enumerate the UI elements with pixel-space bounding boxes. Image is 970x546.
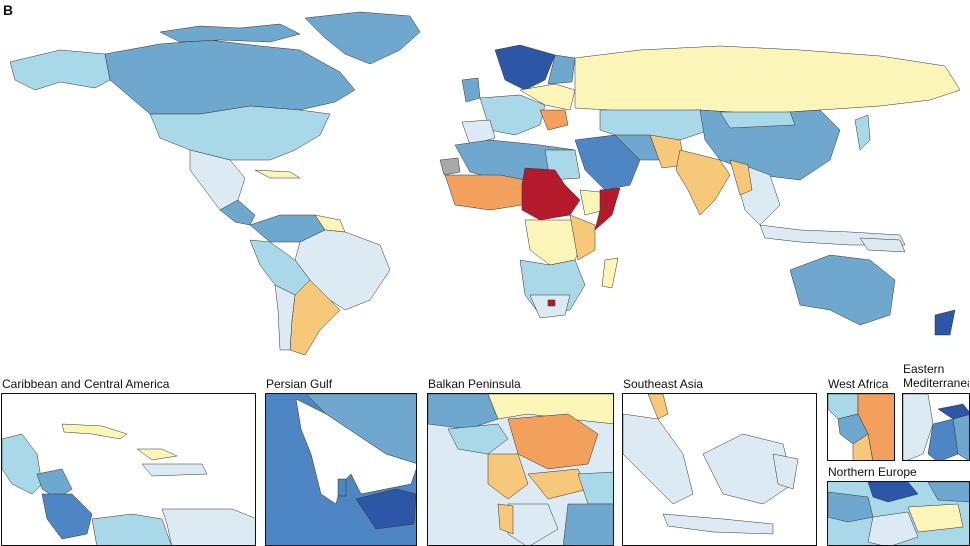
region-greenland: [304, 11, 421, 65]
region-new-zealand: [934, 309, 956, 336]
inset-southeast-asia: [622, 393, 817, 546]
inset-title-northern-europe: Northern Europe: [828, 465, 917, 479]
inset-title-balkans: Balkan Peninsula: [428, 377, 521, 391]
region-cuba: [254, 169, 301, 179]
region-japan: [854, 114, 871, 151]
region-iberia: [461, 119, 496, 146]
region-canada: [104, 39, 356, 115]
region-new-guinea: [859, 237, 906, 253]
world-choropleth-map: [9, 11, 961, 355]
region-india: [675, 149, 731, 216]
region-mongolia: [719, 111, 796, 129]
region-west-africa-sahel: [444, 174, 526, 211]
inset-eastern-mediterranean: [902, 393, 970, 461]
region-russia: [574, 45, 961, 115]
region-lesotho: [547, 299, 556, 307]
region-canada-arctic: [159, 23, 301, 43]
inset-title-persian-gulf: Persian Gulf: [266, 377, 333, 391]
region-somalia: [594, 187, 621, 231]
region-madagascar: [601, 257, 619, 289]
inset-persian-gulf: [265, 393, 417, 546]
inset-west-africa: [827, 393, 895, 461]
region-scandinavia: [494, 44, 556, 91]
region-finland: [547, 54, 576, 85]
inset-caribbean: [1, 393, 256, 546]
region-central-america: [219, 199, 256, 226]
region-eastern-europe: [519, 83, 576, 111]
region-uk: [461, 77, 481, 103]
inset-balkans: [427, 393, 614, 546]
inset-title-southeast-asia: Southeast Asia: [623, 377, 704, 391]
panel-label: B: [3, 2, 14, 18]
region-australia: [789, 254, 896, 326]
inset-northern-europe: [827, 481, 970, 546]
region-chile: [274, 284, 296, 351]
region-western-sahara: [439, 157, 461, 176]
inset-title-caribbean: Caribbean and Central America: [2, 377, 170, 391]
inset-title-west-africa: West Africa: [828, 377, 889, 391]
region-usa: [149, 105, 331, 161]
region-myanmar: [729, 159, 753, 196]
region-south-africa: [529, 294, 571, 319]
inset-title-eastern-mediterranean: Eastern Mediterranean: [903, 362, 969, 390]
region-balkans: [539, 109, 569, 131]
region-east-africa: [569, 214, 596, 261]
region-alaska: [9, 49, 111, 91]
